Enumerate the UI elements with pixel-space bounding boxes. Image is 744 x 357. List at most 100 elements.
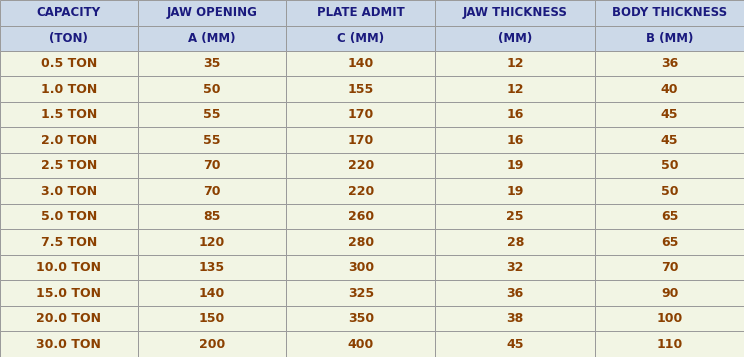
Text: 19: 19 [507, 185, 524, 198]
Bar [286, 255, 435, 281]
Text: 1.5 TON: 1.5 TON [41, 108, 97, 121]
Text: 28: 28 [507, 236, 524, 249]
Text: 90: 90 [661, 287, 679, 300]
Bar [0, 255, 138, 281]
Bar [435, 51, 595, 76]
Text: PLATE ADMIT: PLATE ADMIT [317, 6, 405, 19]
Bar [138, 230, 286, 255]
Text: 38: 38 [507, 312, 524, 325]
Text: 70: 70 [203, 185, 221, 198]
Text: 19: 19 [507, 159, 524, 172]
Text: C (MM): C (MM) [337, 32, 385, 45]
Bar [435, 230, 595, 255]
Text: 220: 220 [347, 159, 374, 172]
Bar [0, 51, 138, 76]
Bar [595, 306, 744, 332]
Text: 65: 65 [661, 236, 679, 249]
Text: 2.5 TON: 2.5 TON [41, 159, 97, 172]
Bar [138, 255, 286, 281]
Bar [435, 102, 595, 127]
Text: 70: 70 [661, 261, 679, 274]
Bar [435, 0, 595, 25]
Text: 135: 135 [199, 261, 225, 274]
Bar [595, 25, 744, 51]
Text: 300: 300 [347, 261, 374, 274]
Bar [435, 25, 595, 51]
Text: 1.0 TON: 1.0 TON [41, 83, 97, 96]
Text: BODY THICKNESS: BODY THICKNESS [612, 6, 727, 19]
Bar [435, 178, 595, 204]
Text: JAW OPENING: JAW OPENING [167, 6, 257, 19]
Text: 5.0 TON: 5.0 TON [41, 210, 97, 223]
Bar [286, 204, 435, 230]
Bar [138, 306, 286, 332]
Text: 12: 12 [507, 83, 524, 96]
Text: 0.5 TON: 0.5 TON [41, 57, 97, 70]
Bar [138, 127, 286, 153]
Text: 25: 25 [507, 210, 524, 223]
Bar [0, 25, 138, 51]
Bar [286, 0, 435, 25]
Text: 260: 260 [347, 210, 374, 223]
Bar [0, 332, 138, 357]
Bar [286, 178, 435, 204]
Text: 7.5 TON: 7.5 TON [41, 236, 97, 249]
Bar [435, 306, 595, 332]
Bar [138, 153, 286, 178]
Text: 325: 325 [347, 287, 374, 300]
Text: 140: 140 [199, 287, 225, 300]
Bar [595, 51, 744, 76]
Bar [138, 76, 286, 102]
Text: 55: 55 [203, 134, 221, 147]
Text: 3.0 TON: 3.0 TON [41, 185, 97, 198]
Bar [286, 230, 435, 255]
Bar [0, 76, 138, 102]
Text: 55: 55 [203, 108, 221, 121]
Text: JAW THICKNESS: JAW THICKNESS [463, 6, 568, 19]
Text: (MM): (MM) [498, 32, 533, 45]
Bar [0, 127, 138, 153]
Bar [286, 332, 435, 357]
Text: CAPACITY: CAPACITY [36, 6, 101, 19]
Bar [286, 281, 435, 306]
Text: 50: 50 [661, 159, 679, 172]
Bar [0, 0, 138, 25]
Bar [435, 76, 595, 102]
Bar [435, 127, 595, 153]
Bar [595, 153, 744, 178]
Bar [0, 281, 138, 306]
Bar [435, 281, 595, 306]
Bar [286, 153, 435, 178]
Bar [435, 153, 595, 178]
Text: 70: 70 [203, 159, 221, 172]
Bar [595, 127, 744, 153]
Bar [138, 102, 286, 127]
Text: 50: 50 [661, 185, 679, 198]
Text: 16: 16 [507, 108, 524, 121]
Text: 36: 36 [507, 287, 524, 300]
Text: 40: 40 [661, 83, 679, 96]
Bar [138, 204, 286, 230]
Text: 85: 85 [203, 210, 221, 223]
Bar [595, 281, 744, 306]
Bar [595, 102, 744, 127]
Bar [595, 255, 744, 281]
Bar [0, 230, 138, 255]
Bar [138, 51, 286, 76]
Bar [595, 204, 744, 230]
Bar [286, 76, 435, 102]
Bar [595, 332, 744, 357]
Bar [0, 102, 138, 127]
Bar [435, 204, 595, 230]
Text: 10.0 TON: 10.0 TON [36, 261, 101, 274]
Text: 350: 350 [347, 312, 374, 325]
Text: 20.0 TON: 20.0 TON [36, 312, 101, 325]
Bar [0, 204, 138, 230]
Bar [0, 178, 138, 204]
Bar [595, 178, 744, 204]
Bar [286, 127, 435, 153]
Bar [595, 230, 744, 255]
Text: 45: 45 [661, 134, 679, 147]
Bar [435, 255, 595, 281]
Text: 400: 400 [347, 338, 374, 351]
